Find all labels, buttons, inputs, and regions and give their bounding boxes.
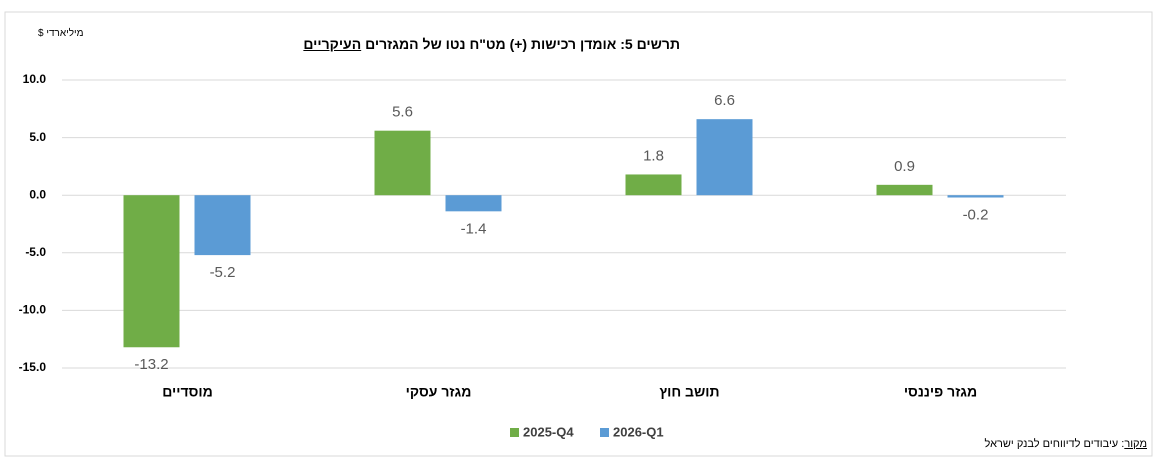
x-tick-label: מגזר פיננסי [904,384,977,400]
x-tick-label: מוסדיים [162,384,213,400]
y-unit: מיליארדי $ [38,28,84,39]
value-label: -5.2 [210,264,236,281]
legend-swatch [510,428,519,437]
x-tick-label: מגזר עסקי [406,384,472,400]
bar [445,195,502,212]
value-label: 0.9 [894,158,915,175]
source-text: : עיבודים לדיווחים לבנק ישראל [984,438,1125,450]
value-label: 6.6 [714,92,735,109]
value-label: -13.2 [134,356,168,373]
y-tick-label: 10.0 [23,72,47,86]
y-tick-label: -10.0 [19,303,47,317]
value-label: -0.2 [963,206,989,223]
legend-label: 2025-Q4 [523,424,574,439]
chart-title: תרשים 5: אומדן רכישות (+) מט"ח נטו של המ… [303,36,680,52]
legend-swatch [600,428,609,437]
chart-frame [4,11,1153,457]
legend-label: 2026-Q1 [613,424,664,439]
value-label: 1.8 [643,147,664,164]
title-emphasis: העיקריים [303,36,362,52]
y-tick-label: -15.0 [19,360,47,374]
source: מקור: עיבודים לדיווחים לבנק ישראל [985,438,1147,450]
x-tick-label: תושב חוץ [659,384,719,400]
y-tick-label: -5.0 [25,245,46,259]
bar [696,119,753,196]
y-tick-label: 0.0 [29,187,46,201]
value-label: -1.4 [461,220,487,237]
bar [123,195,180,348]
value-label: 5.6 [392,104,413,121]
bar [625,174,682,196]
bar [876,184,933,196]
source-label: מקור [1124,438,1147,450]
bar [947,195,1004,198]
bar [374,130,431,196]
y-tick-label: 5.0 [29,130,46,144]
bar [194,195,251,256]
title-text: תרשים 5: אומדן רכישות (+) מט"ח נטו של המ… [365,36,680,52]
